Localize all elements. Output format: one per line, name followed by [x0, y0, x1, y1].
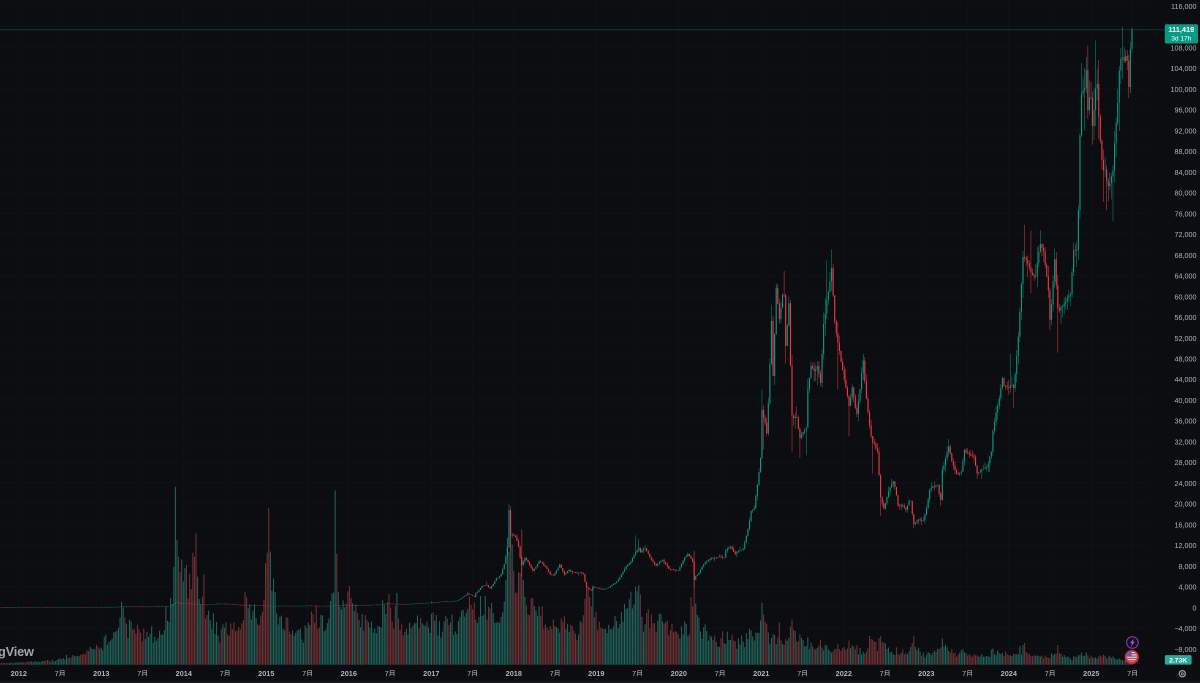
svg-text:2016: 2016 — [341, 669, 357, 678]
svg-text:2019: 2019 — [588, 669, 604, 678]
svg-text:32,000: 32,000 — [1175, 437, 1197, 446]
svg-text:104,000: 104,000 — [1171, 64, 1197, 73]
svg-text:7: 7 — [550, 669, 554, 678]
svg-text:84,000: 84,000 — [1175, 168, 1197, 177]
svg-text:64,000: 64,000 — [1175, 272, 1197, 281]
svg-text:2024: 2024 — [1001, 669, 1018, 678]
svg-text:16,000: 16,000 — [1175, 520, 1197, 529]
svg-text:40,000: 40,000 — [1175, 396, 1197, 405]
svg-text:4,000: 4,000 — [1179, 583, 1197, 592]
svg-text:7: 7 — [632, 669, 636, 678]
svg-text:0: 0 — [1193, 603, 1197, 612]
svg-text:108,000: 108,000 — [1171, 43, 1197, 52]
svg-text:36,000: 36,000 — [1175, 417, 1197, 426]
svg-text:2022: 2022 — [836, 669, 852, 678]
svg-text:12,000: 12,000 — [1175, 541, 1197, 550]
svg-text:92,000: 92,000 — [1175, 126, 1197, 135]
svg-text:2012: 2012 — [11, 669, 27, 678]
svg-text:7: 7 — [385, 669, 389, 678]
svg-text:2023: 2023 — [918, 669, 934, 678]
svg-text:28,000: 28,000 — [1175, 458, 1197, 467]
svg-text:60,000: 60,000 — [1175, 292, 1197, 301]
svg-text:68,000: 68,000 — [1175, 251, 1197, 260]
svg-text:2013: 2013 — [93, 669, 109, 678]
svg-text:80,000: 80,000 — [1175, 189, 1197, 198]
svg-text:8,000: 8,000 — [1179, 562, 1197, 571]
svg-text:−8,000: −8,000 — [1174, 645, 1196, 654]
svg-text:48,000: 48,000 — [1175, 355, 1197, 364]
svg-text:2.73K: 2.73K — [1169, 657, 1187, 664]
svg-text:20,000: 20,000 — [1175, 500, 1197, 509]
svg-text:2020: 2020 — [671, 669, 687, 678]
svg-text:7: 7 — [715, 669, 719, 678]
svg-text:7: 7 — [137, 669, 141, 678]
svg-text:76,000: 76,000 — [1175, 209, 1197, 218]
svg-text:7: 7 — [962, 669, 966, 678]
svg-text:100,000: 100,000 — [1171, 85, 1197, 94]
svg-text:72,000: 72,000 — [1175, 230, 1197, 239]
svg-text:7: 7 — [467, 669, 471, 678]
svg-text:7: 7 — [302, 669, 306, 678]
svg-text:7: 7 — [880, 669, 884, 678]
svg-text:7: 7 — [1045, 669, 1049, 678]
svg-text:gView: gView — [0, 644, 34, 659]
svg-text:7: 7 — [220, 669, 224, 678]
svg-text:56,000: 56,000 — [1175, 313, 1197, 322]
svg-text:2014: 2014 — [176, 669, 193, 678]
svg-text:2017: 2017 — [423, 669, 439, 678]
svg-text:7: 7 — [55, 669, 59, 678]
svg-text:88,000: 88,000 — [1175, 147, 1197, 156]
svg-text:52,000: 52,000 — [1175, 334, 1197, 343]
svg-text:2025: 2025 — [1083, 669, 1099, 678]
svg-text:96,000: 96,000 — [1175, 106, 1197, 115]
svg-text:7: 7 — [1127, 669, 1131, 678]
svg-text:2018: 2018 — [506, 669, 522, 678]
svg-text:111,419: 111,419 — [1168, 25, 1194, 34]
svg-text:7: 7 — [797, 669, 801, 678]
svg-text:−4,000: −4,000 — [1174, 624, 1196, 633]
svg-text:44,000: 44,000 — [1175, 375, 1197, 384]
svg-text:116,000: 116,000 — [1171, 2, 1196, 11]
svg-text:24,000: 24,000 — [1175, 479, 1197, 488]
svg-text:2021: 2021 — [753, 669, 769, 678]
svg-text:2015: 2015 — [258, 669, 274, 678]
svg-text:3d 17h: 3d 17h — [1171, 35, 1192, 42]
